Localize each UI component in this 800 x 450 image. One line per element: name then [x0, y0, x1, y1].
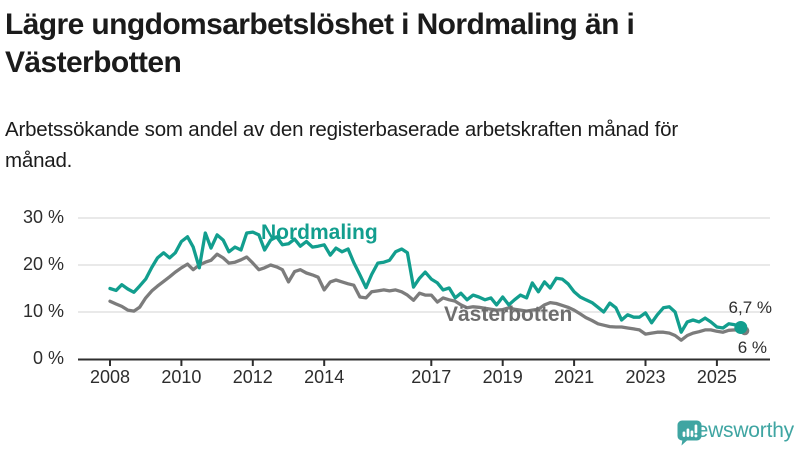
newsworthy-logo: Newsworthy: [675, 419, 795, 446]
series-label-vasterbotten: Västerbotten: [444, 303, 573, 326]
logo-wordmark: Newsworthy: [681, 419, 795, 442]
end-value-vasterbotten: 6 %: [737, 338, 767, 357]
chart-subtitle: Arbetssökande som andel av den registerb…: [5, 118, 678, 172]
x-axis-label-2021: 2021: [554, 367, 595, 387]
page-title: Lägre ungdomsarbetslöshet i Nordmaling ä…: [5, 8, 635, 79]
x-axis-label-2023: 2023: [625, 367, 666, 387]
x-axis-label-2008: 2008: [89, 367, 131, 387]
x-axis-label-2025: 2025: [696, 367, 737, 387]
x-axis-label-2014: 2014: [304, 367, 345, 387]
y-axis-label-30: 30 %: [22, 207, 64, 227]
y-axis-label-10: 10 %: [22, 301, 64, 321]
x-axis-label-2019: 2019: [482, 367, 523, 387]
end-value-nordmaling: 6,7 %: [728, 298, 772, 317]
series-label-nordmaling: Nordmaling: [261, 221, 378, 244]
x-axis-label-2010: 2010: [161, 367, 202, 387]
x-axis-label-2017: 2017: [411, 367, 452, 387]
x-axis-label-2012: 2012: [232, 367, 273, 387]
line-vsterbotten: [108, 252, 743, 342]
line-nordmaling: [108, 230, 743, 334]
end-dot-nordmaling: [734, 321, 748, 335]
y-axis-label-0: 0 %: [32, 348, 64, 368]
y-axis-label-20: 20 %: [22, 254, 64, 274]
